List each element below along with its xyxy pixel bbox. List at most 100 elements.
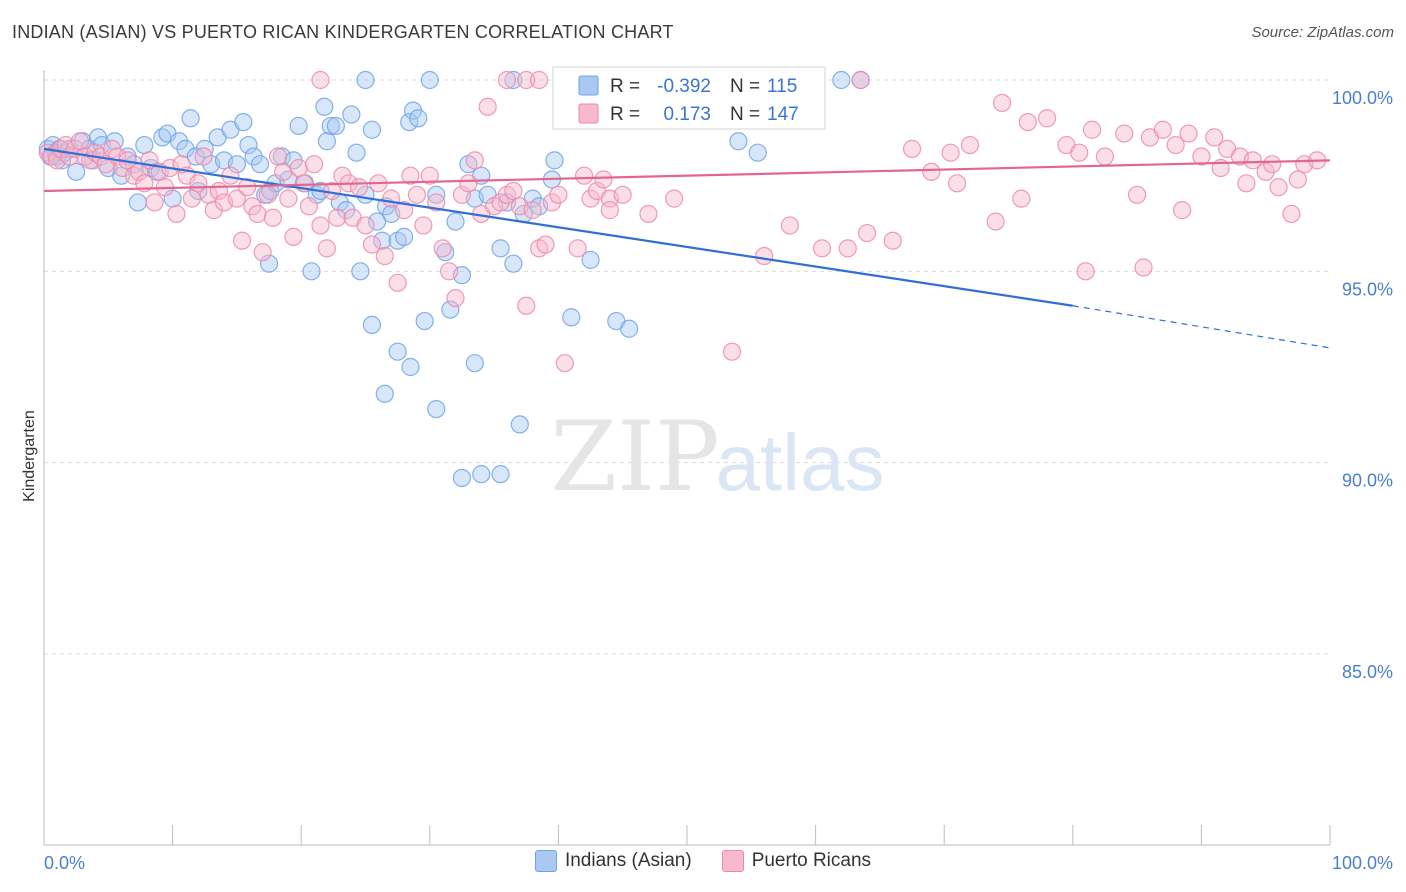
puerto-rican-data-point[interactable] [279,189,298,208]
indian-data-point[interactable] [400,112,419,132]
indian-data-point[interactable] [239,135,258,155]
indian-data-point[interactable] [259,254,279,273]
puerto-rican-data-point[interactable] [362,235,382,254]
puerto-rican-data-point[interactable] [328,208,347,227]
puerto-rican-data-point[interactable] [394,201,414,220]
indian-data-point[interactable] [326,116,346,136]
puerto-rican-data-point[interactable] [665,189,684,208]
puerto-rican-data-point[interactable] [902,139,922,158]
indian-data-point[interactable] [250,155,270,174]
indian-data-point[interactable] [472,465,491,484]
puerto-rican-data-point[interactable] [812,239,832,258]
indian-data-point[interactable] [375,384,394,403]
indian-data-point[interactable] [427,185,446,204]
puerto-rican-data-point[interactable] [299,197,319,216]
indian-data-point[interactable] [394,227,414,246]
indian-data-point[interactable] [491,239,510,258]
puerto-rican-data-point[interactable] [304,155,324,174]
indian-data-point[interactable] [452,468,472,488]
puerto-rican-data-point[interactable] [167,204,186,224]
puerto-rican-data-point[interactable] [992,93,1012,113]
puerto-rican-data-point[interactable] [258,185,277,204]
puerto-rican-data-point[interactable] [420,166,439,185]
puerto-rican-data-point[interactable] [204,201,223,220]
indian-data-point[interactable] [195,139,214,158]
puerto-rican-data-point[interactable] [947,174,967,193]
puerto-rican-data-point[interactable] [555,354,574,373]
puerto-rican-data-point[interactable] [883,231,902,250]
puerto-rican-data-point[interactable] [575,166,594,185]
puerto-rican-data-point[interactable] [1263,155,1282,174]
indian-data-point[interactable] [67,162,86,181]
puerto-rican-data-point[interactable] [375,246,394,266]
indian-data-point[interactable] [504,70,523,90]
puerto-rican-data-point[interactable] [459,174,478,193]
indian-data-point[interactable] [347,143,366,162]
puerto-rican-data-point[interactable] [232,231,252,250]
puerto-rican-data-point[interactable] [1288,170,1307,189]
puerto-rican-data-point[interactable] [356,216,375,235]
puerto-rican-data-point[interactable] [922,162,941,181]
puerto-rican-data-point[interactable] [517,296,536,315]
indian-data-point[interactable] [415,311,434,331]
puerto-rican-data-point[interactable] [755,246,774,266]
puerto-rican-data-point[interactable] [446,289,465,308]
indian-data-point[interactable] [234,112,253,132]
indian-data-point[interactable] [227,155,246,174]
puerto-rican-data-point[interactable] [311,216,330,235]
puerto-rican-data-point[interactable] [1037,109,1057,128]
indian-data-point[interactable] [362,315,382,335]
indian-data-point[interactable] [388,342,407,361]
indian-data-point[interactable] [128,193,147,212]
indian-data-point[interactable] [545,151,564,170]
puerto-rican-data-point[interactable] [1082,120,1102,139]
indian-data-point[interactable] [581,250,600,269]
puerto-rican-data-point[interactable] [530,70,549,90]
puerto-rican-data-point[interactable] [1205,128,1224,147]
puerto-rican-data-point[interactable] [227,189,246,208]
puerto-rican-data-point[interactable] [1134,258,1153,277]
puerto-rican-data-point[interactable] [263,208,283,227]
indian-data-point[interactable] [729,132,748,151]
indian-data-point[interactable] [832,70,851,90]
indian-data-point[interactable] [427,399,446,419]
puerto-rican-data-point[interactable] [433,239,452,258]
puerto-rican-data-point[interactable] [780,216,799,235]
puerto-rican-data-point[interactable] [478,97,497,116]
puerto-rican-data-point[interactable] [1282,204,1301,224]
indian-data-point[interactable] [620,319,639,338]
indian-data-point[interactable] [289,116,308,136]
puerto-rican-data-point[interactable] [439,262,459,281]
puerto-rican-data-point[interactable] [960,135,980,155]
puerto-rican-data-point[interactable] [1269,178,1288,197]
puerto-rican-data-point[interactable] [1192,147,1211,166]
indian-data-point[interactable] [446,212,465,231]
puerto-rican-data-point[interactable] [1179,124,1198,143]
puerto-rican-data-point[interactable] [517,70,536,90]
puerto-rican-data-point[interactable] [851,70,870,90]
puerto-rican-data-point[interactable] [268,147,288,166]
puerto-rican-data-point[interactable] [594,170,613,189]
puerto-rican-data-point[interactable] [289,158,308,178]
indian-data-point[interactable] [135,135,154,155]
puerto-rican-data-point[interactable] [1115,124,1134,143]
puerto-rican-data-point[interactable] [407,185,427,204]
puerto-rican-data-point[interactable] [194,147,213,166]
indian-data-point[interactable] [504,254,523,273]
indian-data-point[interactable] [401,357,420,377]
puerto-rican-data-point[interactable] [639,204,658,224]
puerto-rican-data-point[interactable] [1166,135,1185,155]
puerto-rican-data-point[interactable] [1095,147,1115,166]
puerto-rican-data-point[interactable] [1237,174,1256,193]
indian-data-point[interactable] [302,262,321,281]
puerto-rican-data-point[interactable] [284,227,303,246]
puerto-rican-data-point[interactable] [182,189,201,208]
indian-data-point[interactable] [362,120,382,139]
puerto-rican-data-point[interactable] [1070,143,1089,162]
puerto-rican-data-point[interactable] [388,273,407,292]
puerto-rican-data-point[interactable] [1173,201,1192,220]
puerto-rican-data-point[interactable] [414,216,433,235]
indian-data-point[interactable] [420,70,439,90]
puerto-rican-data-point[interactable] [941,143,960,162]
puerto-rican-data-point[interactable] [311,70,330,90]
